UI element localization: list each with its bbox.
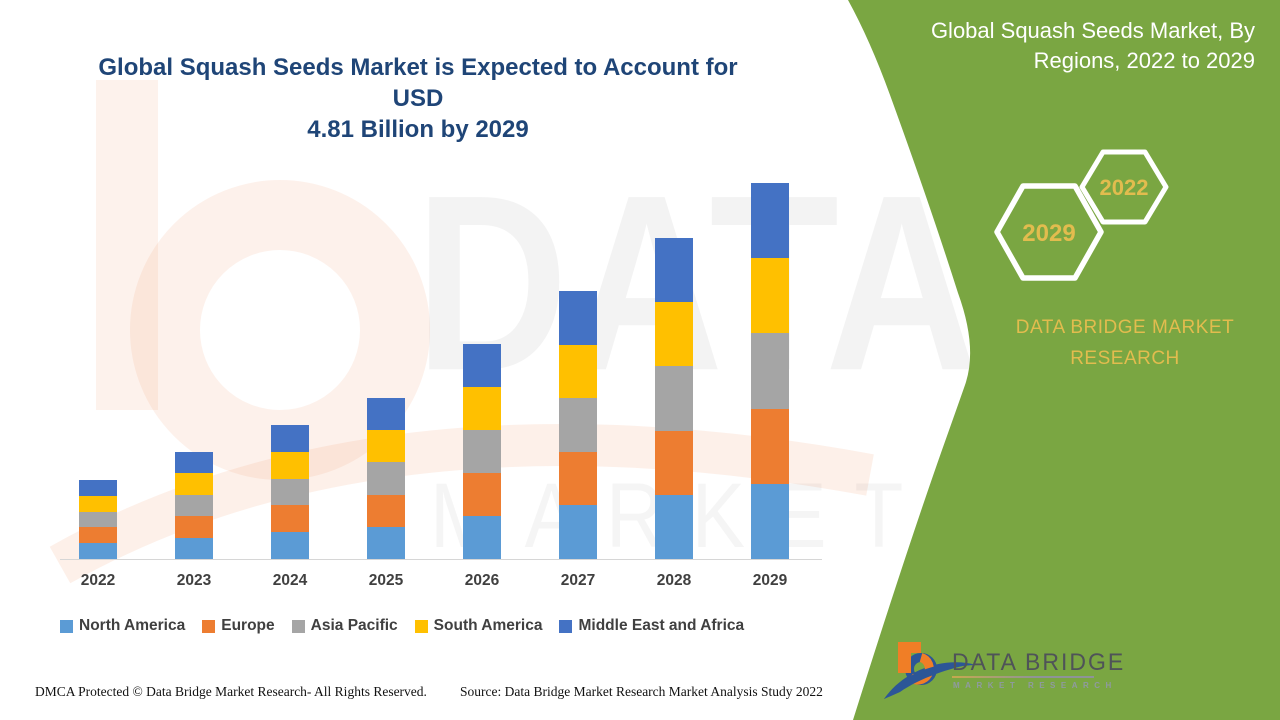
bar-2029-segment-asia-pacific — [751, 333, 789, 409]
databridge-logo-underline — [952, 676, 1094, 678]
databridge-logo-icon — [884, 642, 976, 699]
x-axis-label-2023: 2023 — [176, 572, 212, 589]
legend-label: North America — [79, 617, 186, 634]
legend-swatch-icon — [291, 619, 305, 633]
legend-swatch-icon — [202, 619, 216, 633]
hexagon-2029-label: 2029 — [1022, 220, 1075, 247]
stacked-bar-plot — [60, 160, 822, 560]
bar-2025-segment-europe — [367, 494, 405, 527]
bar-2026-segment-north-america — [463, 516, 501, 559]
x-axis-label-2026: 2026 — [464, 572, 500, 589]
bar-2029 — [751, 183, 789, 559]
bar-2026-segment-asia-pacific — [463, 430, 501, 473]
bar-2023-segment-middle-east-and-africa — [175, 452, 213, 474]
bar-2023-segment-asia-pacific — [175, 494, 213, 517]
x-axis-label-2028: 2028 — [656, 572, 692, 589]
dmca-notice: DMCA Protected © Data Bridge Market Rese… — [35, 684, 427, 699]
bar-2027-segment-europe — [559, 451, 597, 506]
bar-2028-segment-middle-east-and-africa — [655, 238, 693, 303]
bar-2023-segment-europe — [175, 516, 213, 538]
side-panel-shape — [848, 0, 1280, 720]
x-axis-label-2022: 2022 — [80, 572, 116, 589]
panel-title-line1: Global Squash Seeds Market, By — [930, 18, 1255, 43]
bar-2022-segment-europe — [79, 527, 117, 544]
x-axis-label-2029: 2029 — [752, 572, 788, 589]
legend-item-south-america: South America — [414, 617, 543, 635]
bar-2022-segment-north-america — [79, 543, 117, 559]
legend-label: South America — [433, 617, 543, 634]
chart-headline-line1: Global Squash Seeds Market is Expected t… — [98, 54, 738, 112]
legend-swatch-icon — [559, 619, 573, 633]
bar-2026-segment-middle-east-and-africa — [463, 344, 501, 387]
x-axis-label-2024: 2024 — [272, 572, 308, 589]
panel-title-line2: Regions, 2022 to 2029 — [1033, 48, 1255, 73]
bar-2027 — [559, 291, 597, 559]
chart-headline: Global Squash Seeds Market is Expected t… — [78, 52, 758, 145]
databridge-logo-subtitle: MARKET RESEARCH — [953, 681, 1117, 690]
chart-headline-line2: 4.81 Billion by 2029 — [307, 116, 529, 143]
bar-2028-segment-europe — [655, 430, 693, 495]
bar-2025-segment-asia-pacific — [367, 462, 405, 495]
databridge-logo-name: DATA BRIDGE — [952, 648, 1126, 676]
bar-2022-segment-asia-pacific — [79, 511, 117, 528]
panel-brand-text: DATA BRIDGE MARKET RESEARCH — [1015, 317, 1235, 369]
bar-2025-segment-middle-east-and-africa — [367, 398, 405, 431]
x-axis-label-2025: 2025 — [368, 572, 404, 589]
legend-item-middle-east-and-africa: Middle East and Africa — [559, 617, 744, 635]
bar-2024-segment-asia-pacific — [271, 478, 309, 506]
legend-swatch-icon — [60, 619, 73, 633]
bar-2023-segment-north-america — [175, 537, 213, 559]
bar-2022 — [79, 480, 117, 559]
bar-2029-segment-south-america — [751, 258, 789, 334]
hexagon-2022-label: 2022 — [1100, 175, 1149, 200]
bar-2024-segment-north-america — [271, 532, 309, 559]
panel-title: Global Squash Seeds Market, By Regions, … — [890, 16, 1255, 76]
bar-2029-segment-europe — [751, 408, 789, 484]
source-note: Source: Data Bridge Market Research Mark… — [460, 684, 823, 699]
legend-item-north-america: North America — [60, 617, 185, 635]
bar-2024-segment-europe — [271, 505, 309, 533]
bar-2026-segment-europe — [463, 473, 501, 516]
bar-2025-segment-north-america — [367, 526, 405, 559]
legend-label: Europe — [221, 617, 275, 634]
bar-2022-segment-south-america — [79, 495, 117, 512]
bar-2027-segment-middle-east-and-africa — [559, 291, 597, 345]
bar-2022-segment-middle-east-and-africa — [79, 480, 117, 496]
bar-2024-segment-middle-east-and-africa — [271, 425, 309, 452]
bar-2028 — [655, 238, 693, 559]
bar-2029-segment-middle-east-and-africa — [751, 183, 789, 259]
legend-item-asia-pacific: Asia Pacific — [291, 617, 398, 635]
x-axis-label-2027: 2027 — [560, 572, 596, 589]
bar-2029-segment-north-america — [751, 483, 789, 559]
bar-2023-segment-south-america — [175, 473, 213, 495]
hexagon-2022: 2022 — [1079, 149, 1169, 225]
bar-2028-segment-north-america — [655, 494, 693, 559]
legend-label: Middle East and Africa — [578, 617, 745, 634]
legend-item-europe: Europe — [202, 617, 275, 635]
bar-2027-segment-north-america — [559, 505, 597, 559]
bar-2027-segment-south-america — [559, 344, 597, 399]
bar-2025-segment-south-america — [367, 430, 405, 463]
bar-2028-segment-asia-pacific — [655, 366, 693, 431]
bar-2028-segment-south-america — [655, 302, 693, 367]
bar-2023 — [175, 452, 213, 559]
bar-2024 — [271, 425, 309, 559]
bar-2026 — [463, 344, 501, 559]
bar-2026-segment-south-america — [463, 387, 501, 430]
bar-2025 — [367, 398, 405, 559]
chart-legend: North America Europe Asia Pacific South Ame… — [60, 617, 830, 635]
x-axis-labels: 2022 2023 2024 2025 2026 2027 2028 2029 — [60, 572, 822, 594]
legend-label: Asia Pacific — [310, 617, 398, 634]
legend-swatch-icon — [414, 619, 428, 633]
bar-2024-segment-south-america — [271, 451, 309, 479]
bar-2027-segment-asia-pacific — [559, 398, 597, 452]
hexagon-2029: 2029 — [994, 183, 1104, 281]
